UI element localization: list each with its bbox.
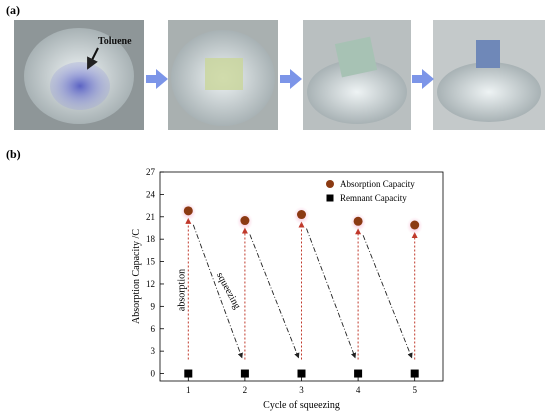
y-tick-label: 6 — [151, 324, 156, 334]
panel-label: (a) — [6, 3, 20, 17]
data-point — [240, 369, 249, 378]
dish — [437, 62, 541, 122]
data-point — [184, 369, 193, 378]
annotation: absorption — [176, 269, 187, 311]
y-tick-label: 3 — [151, 346, 156, 356]
squeeze-arrow — [192, 224, 243, 359]
sponge — [334, 36, 378, 78]
y-tick-label: 15 — [146, 257, 156, 267]
y-tick-label: 24 — [146, 189, 156, 199]
data-point — [410, 369, 419, 378]
dish — [307, 60, 407, 124]
y-tick-label: 0 — [151, 369, 156, 379]
pointer — [87, 47, 99, 70]
x-tick-label: 5 — [412, 385, 417, 395]
legend-marker — [326, 194, 334, 202]
legend-label: Absorption Capacity — [340, 179, 415, 189]
data-point — [410, 220, 420, 230]
y-tick-label: 9 — [151, 301, 156, 311]
sponge — [476, 40, 500, 68]
x-tick-label: 1 — [186, 385, 191, 395]
data-point — [297, 210, 306, 220]
data-point — [353, 216, 363, 226]
x-tick-label: 3 — [299, 385, 304, 395]
annotation: squeezing — [214, 271, 242, 311]
data-point — [240, 216, 250, 226]
toluene-spot — [50, 62, 110, 110]
data-point — [183, 206, 193, 216]
legend-marker — [326, 180, 334, 188]
legend-label: Remnant Capacity — [340, 193, 407, 203]
data-point — [297, 369, 306, 378]
arrow — [146, 69, 168, 89]
photos: Toluene — [14, 20, 545, 130]
y-tick-label: 18 — [146, 234, 156, 244]
x-axis-label: Cycle of squeezing — [263, 400, 340, 411]
y-tick-label: 27 — [146, 167, 156, 177]
sponge — [205, 58, 243, 90]
squeeze-arrow — [306, 228, 357, 359]
arrow — [412, 69, 434, 89]
x-tick-label: 4 — [356, 385, 361, 395]
data-point — [354, 369, 363, 378]
arrow — [280, 69, 302, 89]
photo-annotation: Toluene — [98, 36, 132, 47]
panel-label: (b) — [6, 147, 21, 161]
x-tick-label: 2 — [243, 385, 248, 395]
y-tick-label: 12 — [146, 279, 155, 289]
squeeze-arrow — [249, 234, 300, 359]
y-tick-label: 21 — [146, 212, 155, 222]
y-axis-label: Absorption Capacity /C — [131, 229, 142, 324]
squeeze-arrow — [362, 235, 413, 359]
